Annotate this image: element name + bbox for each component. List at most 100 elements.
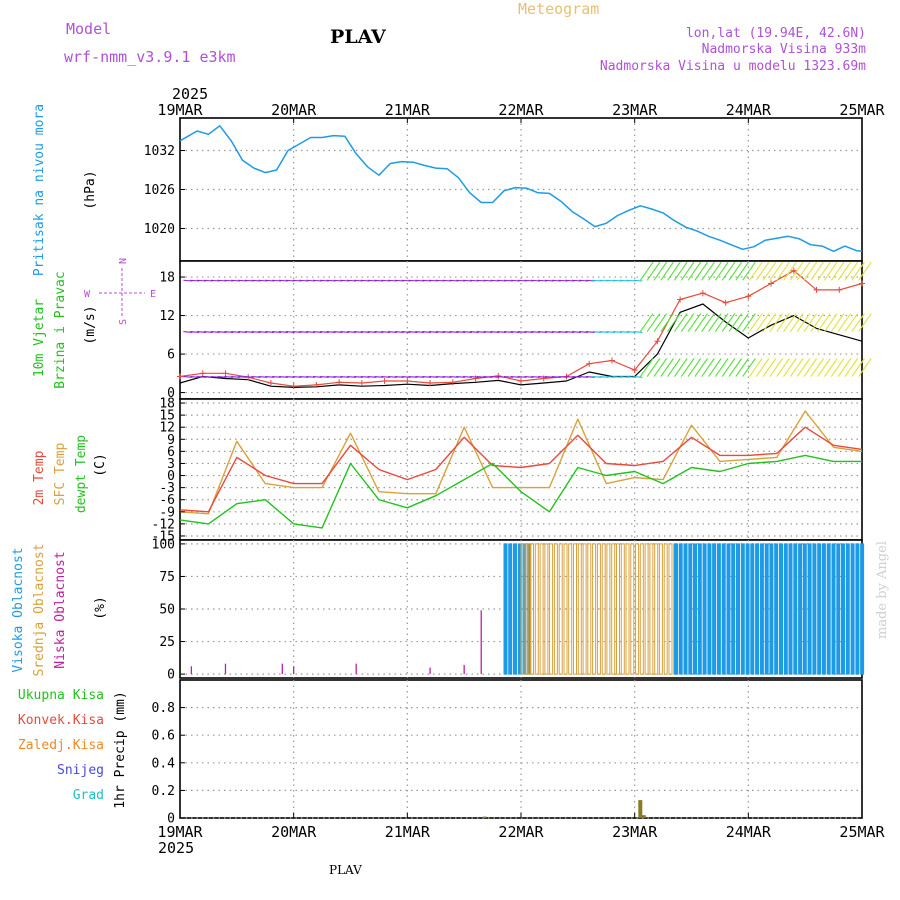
wind-arrow: [783, 313, 797, 332]
wind-arrow: [776, 358, 790, 377]
pressure-ylabel: (hPa): [83, 170, 98, 209]
wind-arrow: [694, 358, 708, 377]
elevation-label: Nadmorska Visina 933m: [702, 42, 867, 57]
cloud-bar: [860, 543, 865, 675]
cloud-bar: [520, 543, 525, 675]
wind-arrow: [755, 358, 770, 377]
wind-arrow: [422, 279, 432, 282]
x-tick-label-top: 20MAR: [271, 101, 317, 119]
precip-panel: [179, 679, 863, 819]
cloud-bar: [663, 543, 668, 675]
wind-arrow: [844, 313, 859, 332]
wind-arrow: [639, 313, 654, 332]
wind-gust-marker: [177, 373, 183, 380]
y-tick-label: 0: [167, 812, 175, 827]
wind-arrow: [762, 313, 777, 332]
wind-arrow: [190, 375, 200, 378]
cloud-bar: [508, 543, 513, 675]
station-title: PLAV: [330, 26, 387, 48]
cloud-bar: [549, 543, 554, 675]
wind-arrow: [203, 375, 213, 378]
wind-arrow: [387, 375, 398, 378]
wind-arrow: [606, 331, 616, 333]
wind-arrow: [551, 331, 561, 333]
model-name: wrf-nmm_v3.9.1 e3km: [64, 48, 236, 66]
compass-south: S: [118, 319, 129, 325]
wind-arrow: [217, 279, 227, 282]
y-tick-label: 25: [159, 635, 175, 650]
wind-arrow: [783, 358, 797, 377]
wind-arrow: [599, 375, 609, 378]
precip-title-freezing: Zaledj.Kisa: [18, 738, 104, 753]
wind-arrow: [531, 279, 541, 282]
y-tick-label: 18: [159, 397, 175, 412]
wind-arrow: [742, 358, 756, 377]
cloud-bar: [769, 543, 774, 675]
temp-title-sfc: SFC Temp: [53, 443, 68, 506]
wind-gust-marker: [586, 360, 593, 367]
wind-arrow: [456, 279, 466, 282]
cloud-bar: [817, 543, 822, 675]
wind-arrow: [565, 279, 575, 282]
wind-arrow: [837, 261, 852, 281]
wind-arrow: [319, 279, 329, 282]
wind-arrow: [299, 279, 309, 282]
wind-gust-marker: [222, 370, 229, 377]
wind-arrow: [510, 375, 520, 378]
wind-arrow: [244, 375, 254, 378]
wind-arrow: [735, 358, 749, 377]
cloud-bar: [568, 543, 573, 675]
wind-arrow: [858, 261, 872, 281]
wind-arrow: [231, 331, 241, 333]
y-tick-label: -12: [152, 517, 175, 532]
wind-arrow: [285, 375, 295, 378]
wind-arrow: [769, 261, 783, 281]
cloud-bar: [592, 543, 597, 675]
wind-gust-marker: [472, 375, 479, 382]
wind-gust-marker: [813, 286, 820, 293]
cloud-bar: [716, 543, 721, 675]
cloud-bar: [635, 543, 640, 675]
y-tick-label: -15: [152, 529, 175, 544]
wind-arrow: [503, 331, 513, 333]
wind-arrow: [353, 331, 363, 333]
wind-arrow: [721, 358, 736, 377]
wind-arrow: [626, 331, 636, 333]
y-tick-label: 1026: [144, 183, 175, 198]
cloud-bar: [788, 543, 793, 675]
precip-title-hail: Grad: [73, 788, 104, 803]
cloud-bar: [649, 543, 654, 675]
cloud-bar: [841, 543, 845, 675]
wind-gust-marker: [427, 379, 434, 386]
cloud-bar: [693, 543, 697, 675]
wind-arrow: [524, 375, 534, 378]
wind-arrow: [415, 375, 425, 378]
wind-arrow: [565, 375, 575, 378]
cloud-bar: [601, 543, 606, 675]
wind-gust-marker: [336, 379, 343, 386]
cloud-bar: [831, 543, 836, 675]
wind-arrow: [503, 375, 513, 378]
y-tick-label: 0.2: [152, 784, 175, 799]
wind-arrow: [728, 261, 743, 281]
wind-arrow: [435, 331, 445, 333]
cloud-bar: [836, 543, 841, 675]
wind-arrow: [333, 279, 343, 282]
wind-arrow: [251, 331, 261, 333]
wind-arrow: [251, 375, 261, 378]
wind-arrow: [360, 331, 370, 333]
wind-arrow: [619, 279, 629, 282]
cloud-bar: [774, 543, 779, 675]
compass-west: W: [84, 289, 91, 300]
wind-arrow: [810, 261, 824, 281]
cloud-bar: [577, 543, 582, 675]
x-tick-label-top: 19MAR: [157, 101, 203, 119]
wind-arrow: [285, 331, 295, 333]
cloud-bar: [826, 543, 831, 675]
wind-arrow: [653, 358, 668, 377]
wind-arrow: [721, 261, 736, 281]
wind-arrow: [306, 375, 316, 378]
footer-station: PLAV: [329, 863, 362, 877]
wind-arrow: [789, 261, 804, 281]
wind-arrow: [803, 261, 818, 281]
